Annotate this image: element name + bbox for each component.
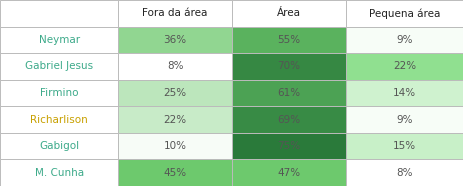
Text: 55%: 55% — [277, 35, 300, 45]
Bar — [118, 80, 232, 106]
Bar — [345, 0, 463, 27]
Bar — [118, 133, 232, 159]
Text: 70%: 70% — [277, 61, 300, 71]
Bar — [345, 159, 463, 186]
Bar — [118, 106, 232, 133]
Bar — [118, 53, 232, 80]
Bar — [345, 106, 463, 133]
Text: 69%: 69% — [277, 115, 300, 125]
Text: Gabriel Jesus: Gabriel Jesus — [25, 61, 93, 71]
Bar — [345, 80, 463, 106]
Text: 8%: 8% — [396, 168, 412, 178]
Text: 22%: 22% — [393, 61, 415, 71]
Bar — [232, 106, 345, 133]
Bar — [118, 27, 232, 53]
Bar — [232, 159, 345, 186]
Text: 14%: 14% — [393, 88, 415, 98]
Bar — [345, 133, 463, 159]
Bar — [232, 53, 345, 80]
Bar — [232, 0, 345, 27]
Bar — [0, 27, 118, 53]
Text: 75%: 75% — [277, 141, 300, 151]
Bar — [232, 133, 345, 159]
Text: Área: Área — [276, 8, 300, 18]
Text: Firmino: Firmino — [40, 88, 78, 98]
Text: 9%: 9% — [396, 115, 412, 125]
Text: Gabigol: Gabigol — [39, 141, 79, 151]
Text: 47%: 47% — [277, 168, 300, 178]
Text: 9%: 9% — [396, 35, 412, 45]
Bar — [0, 159, 118, 186]
Bar — [345, 53, 463, 80]
Bar — [0, 133, 118, 159]
Bar — [232, 27, 345, 53]
Bar — [118, 159, 232, 186]
Bar — [345, 27, 463, 53]
Bar — [0, 106, 118, 133]
Text: 45%: 45% — [163, 168, 186, 178]
Text: 8%: 8% — [167, 61, 183, 71]
Text: 61%: 61% — [277, 88, 300, 98]
Text: 36%: 36% — [163, 35, 186, 45]
Text: 15%: 15% — [393, 141, 415, 151]
Text: Richarlison: Richarlison — [30, 115, 88, 125]
Text: Neymar: Neymar — [38, 35, 80, 45]
Text: Pequena área: Pequena área — [369, 8, 439, 19]
Bar — [0, 80, 118, 106]
Bar — [0, 53, 118, 80]
Text: Fora da área: Fora da área — [142, 8, 207, 18]
Text: 10%: 10% — [163, 141, 186, 151]
Bar — [0, 0, 118, 27]
Text: 22%: 22% — [163, 115, 186, 125]
Text: 25%: 25% — [163, 88, 186, 98]
Bar — [118, 0, 232, 27]
Bar — [232, 80, 345, 106]
Text: M. Cunha: M. Cunha — [35, 168, 83, 178]
